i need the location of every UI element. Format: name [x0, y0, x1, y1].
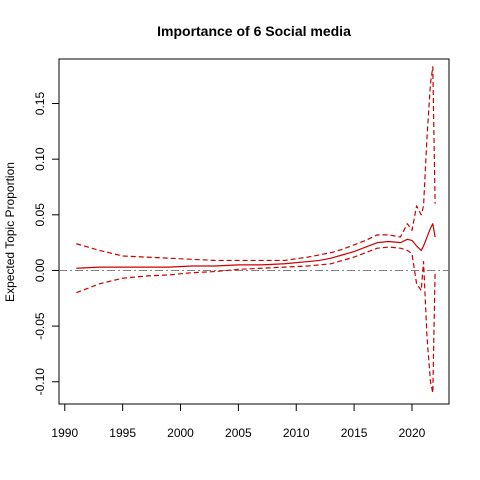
y-axis: -0.10 -0.05 0.00 0.05 0.10 0.15 — [33, 92, 60, 396]
y-tick-label: -0.05 — [33, 312, 47, 340]
y-axis-label: Expected Topic Proportion — [3, 162, 17, 302]
y-tick-label: -0.10 — [33, 368, 47, 396]
x-tick-label: 2005 — [225, 426, 252, 440]
series-line-lower — [76, 246, 436, 394]
x-tick-label: 2000 — [167, 426, 194, 440]
x-axis: 1990 1995 2000 2005 2010 2015 2020 — [51, 403, 426, 440]
x-tick-label: 1995 — [109, 426, 136, 440]
chart-title: Importance of 6 Social media — [157, 23, 351, 39]
series-line-upper — [76, 66, 436, 262]
x-tick-label: 1990 — [51, 426, 78, 440]
y-tick-label: 0.10 — [33, 147, 47, 171]
x-tick-label: 2010 — [283, 426, 310, 440]
x-tick-label: 2020 — [399, 426, 426, 440]
x-tick-label: 2015 — [341, 426, 368, 440]
y-tick-label: 0.05 — [33, 203, 47, 227]
y-tick-label: 0.00 — [33, 258, 47, 282]
plot-area — [59, 66, 449, 394]
y-tick-label: 0.15 — [33, 92, 47, 116]
series-line-estimate — [76, 223, 436, 269]
plot-frame — [58, 58, 450, 405]
